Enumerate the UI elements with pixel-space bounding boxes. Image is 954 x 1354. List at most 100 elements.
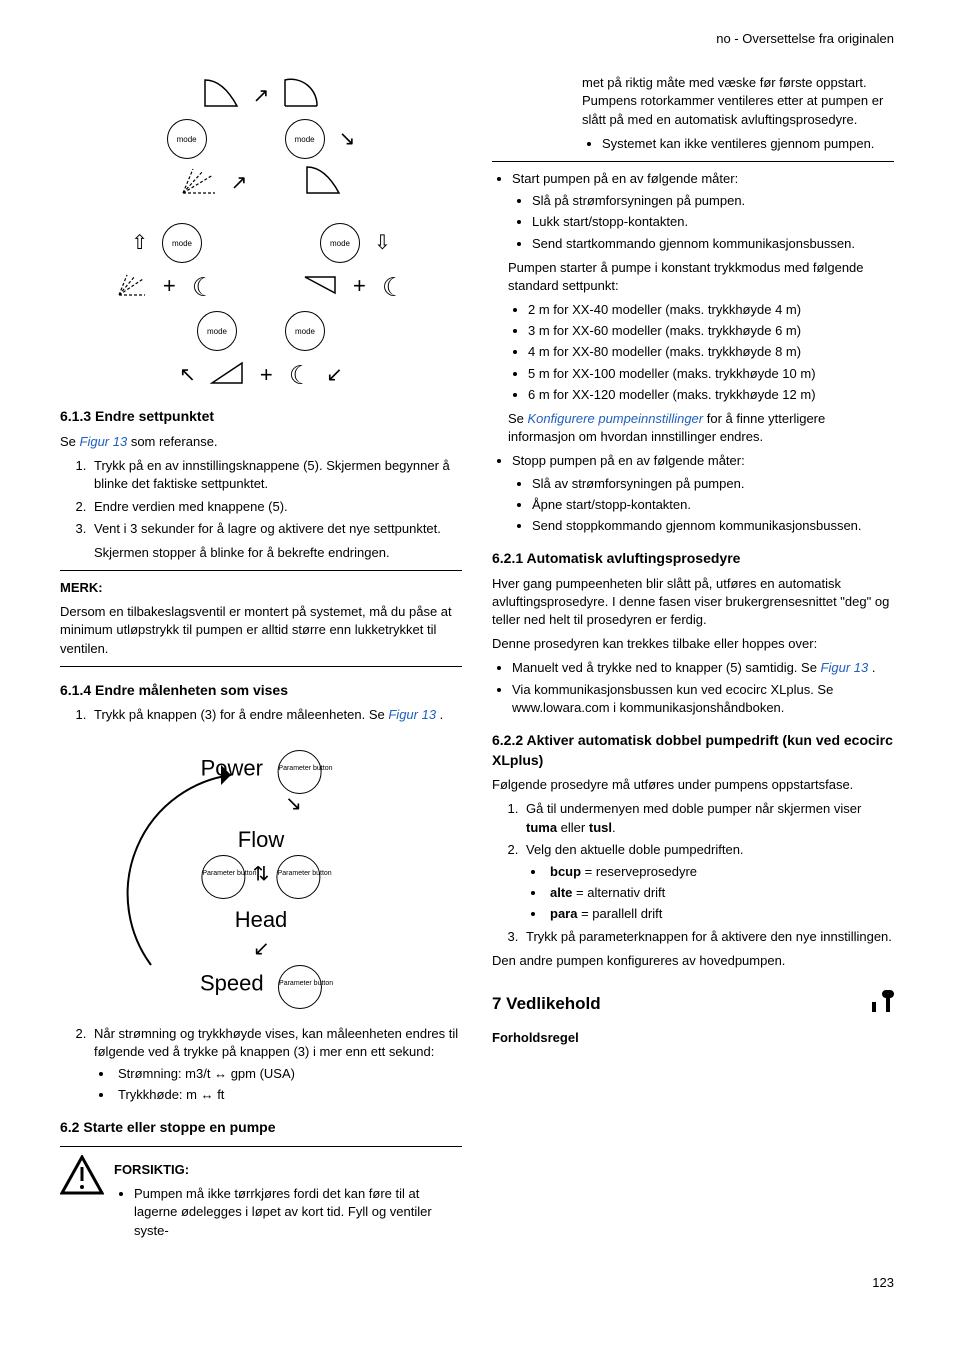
- list-item: Trykkhøde: m ↔ ft: [114, 1086, 462, 1104]
- s621-list: Manuelt ved å trykke ned to knapper (5) …: [512, 659, 894, 717]
- list-item: 2 m for XX-40 modeller (maks. trykkhøyde…: [528, 301, 894, 319]
- caution-box: FORSIKTIG: Pumpen må ikke tørrkjøres for…: [60, 1155, 462, 1244]
- s7-sub: Forholdsregel: [492, 1029, 894, 1047]
- parameter-button[interactable]: Parameter button: [201, 855, 245, 899]
- mode-button[interactable]: mode: [162, 223, 202, 263]
- s622-p1: Følgende prosedyre må utføres under pump…: [492, 776, 894, 794]
- text: .: [868, 660, 875, 675]
- s613-steps: Trykk på en av innstillingsknappene (5).…: [90, 457, 462, 562]
- quarter-circle-icon: [283, 78, 319, 113]
- list-item: para = parallell drift: [546, 905, 894, 923]
- list-item: 3 m for XX-60 modeller (maks. trykkhøyde…: [528, 322, 894, 340]
- text: .: [436, 707, 443, 722]
- parameter-button[interactable]: Parameter button: [277, 855, 321, 899]
- caution-list-cont: Systemet kan ikke ventileres gjennom pum…: [602, 135, 894, 153]
- mode-key: alte: [550, 885, 572, 900]
- section-6-2-2-title: 6.2.2 Aktiver automatisk dobbel pumpedri…: [492, 731, 894, 770]
- caution-continuation: met på riktig måte med væske før første …: [582, 74, 894, 129]
- curve-shape-icon: [203, 78, 239, 113]
- section-6-2-title: 6.2 Starte eller stoppe en pumpe: [60, 1118, 462, 1138]
- arrow-icon: ↖: [179, 361, 196, 389]
- up-arrow-icon: ⇧: [131, 229, 148, 257]
- text: 7 Vedlikehold: [492, 992, 601, 1016]
- arrow-icon: ↘: [285, 790, 302, 818]
- start-stop-list: Start pumpen på en av følgende måter: Sl…: [512, 170, 894, 253]
- figure-13-link[interactable]: Figur 13: [821, 660, 869, 675]
- divider: [60, 570, 462, 571]
- list-item: Systemet kan ikke ventileres gjennom pum…: [602, 135, 894, 153]
- start-sublist: Slå på strømforsyningen på pumpen. Lukk …: [532, 192, 894, 253]
- text: Vent i 3 sekunder for å lagre og aktiver…: [94, 521, 441, 536]
- mode-button[interactable]: mode: [285, 119, 325, 159]
- tools-icon: [868, 988, 894, 1021]
- parameter-cycle-diagram: Power Parameter button ↘ Flow Parameter …: [60, 735, 462, 1015]
- text: Når strømning og trykkhøyde vises, kan m…: [94, 1026, 458, 1059]
- divider: [60, 1146, 462, 1147]
- flow-label: Flow: [238, 825, 284, 856]
- down-arrow-icon: ⇩: [374, 229, 391, 257]
- parameter-button[interactable]: Parameter button: [278, 965, 322, 1009]
- start-after-text: Pumpen starter å pumpe i konstant trykkm…: [508, 259, 894, 295]
- mode-button[interactable]: mode: [285, 311, 325, 351]
- list-item: 6 m for XX-120 modeller (maks. trykkhøyd…: [528, 386, 894, 404]
- text: Stopp pumpen på en av følgende måter:: [512, 453, 745, 468]
- s614-steps: Trykk på knappen (3) for å endre måleenh…: [90, 706, 462, 724]
- list-item: Start pumpen på en av følgende måter: Sl…: [512, 170, 894, 253]
- s621-p2: Denne prosedyren kan trekkes tilbake ell…: [492, 635, 894, 653]
- note-label: MERK:: [60, 579, 462, 597]
- text: Gå til undermenyen med doble pumper når …: [526, 801, 861, 816]
- figure-13-link[interactable]: Figur 13: [80, 434, 128, 449]
- list-item: Gå til undermenyen med doble pumper når …: [522, 800, 894, 836]
- divider: [492, 161, 894, 162]
- text: Trykk på knappen (3) for å endre måleenh…: [94, 707, 388, 722]
- content-columns: ↗ mode mode ↘ ↗: [60, 68, 894, 1244]
- list-item: Vent i 3 sekunder for å lagre og aktiver…: [90, 520, 462, 562]
- mode-list: bcup = reserveprosedyre alte = alternati…: [546, 863, 894, 924]
- list-item: Slå på strømforsyningen på pumpen.: [532, 192, 894, 210]
- list-item: Send stoppkommando gjennom kommunikasjon…: [532, 517, 894, 535]
- text: = alternativ drift: [572, 885, 665, 900]
- see-reference: Se Konfigurere pumpeinnstillinger for å …: [508, 410, 894, 446]
- left-column: ↗ mode mode ↘ ↗: [60, 68, 462, 1244]
- list-item: Åpne start/stopp-kontakten.: [532, 496, 894, 514]
- header-language-note: no - Oversettelse fra originalen: [60, 30, 894, 48]
- moon-icon: ☾: [289, 357, 312, 393]
- figure-13-link[interactable]: Figur 13: [388, 707, 436, 722]
- setpoint-list: 2 m for XX-40 modeller (maks. trykkhøyde…: [528, 301, 894, 404]
- arrow-icon: ↗: [231, 169, 248, 197]
- s614-steps-cont: Når strømning og trykkhøyde vises, kan m…: [90, 1025, 462, 1105]
- arrow-icon: ↙: [253, 935, 270, 963]
- text: = parallell drift: [577, 906, 662, 921]
- list-item: alte = alternativ drift: [546, 884, 894, 902]
- mode-cycle-diagram: ↗ mode mode ↘ ↗: [60, 78, 462, 393]
- text: Se: [508, 411, 528, 426]
- list-item: Strømning: m3/t ↔ gpm (USA): [114, 1065, 462, 1083]
- section-7-title: 7 Vedlikehold: [492, 988, 894, 1021]
- right-column: met på riktig måte med væske før første …: [492, 68, 894, 1244]
- list-item: Manuelt ved å trykke ned to knapper (5) …: [512, 659, 894, 677]
- mode-button[interactable]: mode: [197, 311, 237, 351]
- caution-list: Pumpen må ikke tørrkjøres fordi det kan …: [134, 1185, 462, 1240]
- list-item: Trykk på en av innstillingsknappene (5).…: [90, 457, 462, 493]
- mode-key: para: [550, 906, 577, 921]
- parameter-button[interactable]: Parameter button: [277, 750, 321, 794]
- s621-p1: Hver gang pumpeenheten blir slått på, ut…: [492, 575, 894, 630]
- note-text: Dersom en tilbakeslagsventil er montert …: [60, 603, 462, 658]
- mode-button[interactable]: mode: [167, 119, 207, 159]
- text: Velg den aktuelle doble pumpedriften.: [526, 842, 744, 857]
- stop-list: Stopp pumpen på en av følgende måter: Sl…: [512, 452, 894, 535]
- triangle-icon: [210, 361, 244, 390]
- tusl-label: tusl: [589, 820, 612, 835]
- divider: [60, 666, 462, 667]
- text: Manuelt ved å trykke ned to knapper (5) …: [512, 660, 821, 675]
- head-label: Head: [235, 905, 288, 936]
- stop-sublist: Slå av strømforsyningen på pumpen. Åpne …: [532, 475, 894, 536]
- list-item: Når strømning og trykkhøyde vises, kan m…: [90, 1025, 462, 1105]
- text: som referanse.: [127, 434, 217, 449]
- section-6-1-3-title: 6.1.3 Endre settpunktet: [60, 407, 462, 427]
- configure-link[interactable]: Konfigurere pumpeinnstillinger: [528, 411, 704, 426]
- mode-button[interactable]: mode: [320, 223, 360, 263]
- text: = reserveprosedyre: [581, 864, 697, 879]
- arrow-icon: ↙: [326, 361, 343, 389]
- text: .: [612, 820, 616, 835]
